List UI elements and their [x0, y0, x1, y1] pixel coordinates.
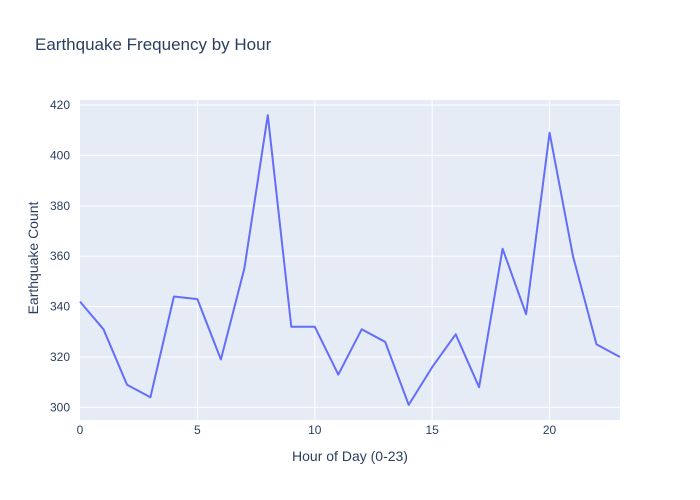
x-axis-title: Hour of Day (0-23)	[292, 448, 408, 464]
x-tick-label: 15	[425, 423, 439, 437]
y-tick-label: 400	[50, 148, 70, 162]
series-line	[79, 114, 621, 406]
chart-title: Earthquake Frequency by Hour	[35, 35, 272, 54]
x-tick-label: 10	[308, 423, 322, 437]
y-axis-title: Earthquake Count	[25, 201, 41, 314]
plot-area	[80, 100, 620, 420]
tick-labels: 300 320 340 360 380 400 420 0 5 10 15 20	[50, 98, 557, 437]
y-tick-label: 380	[50, 199, 70, 213]
y-tick-label: 300	[50, 400, 70, 414]
x-tick-label: 0	[77, 423, 84, 437]
y-tick-label: 420	[50, 98, 70, 112]
y-tick-label: 340	[50, 300, 70, 314]
series-layer	[79, 114, 621, 406]
y-tick-label: 320	[50, 350, 70, 364]
x-tick-label: 20	[543, 423, 557, 437]
x-tick-label: 5	[194, 423, 201, 437]
y-tick-label: 360	[50, 249, 70, 263]
